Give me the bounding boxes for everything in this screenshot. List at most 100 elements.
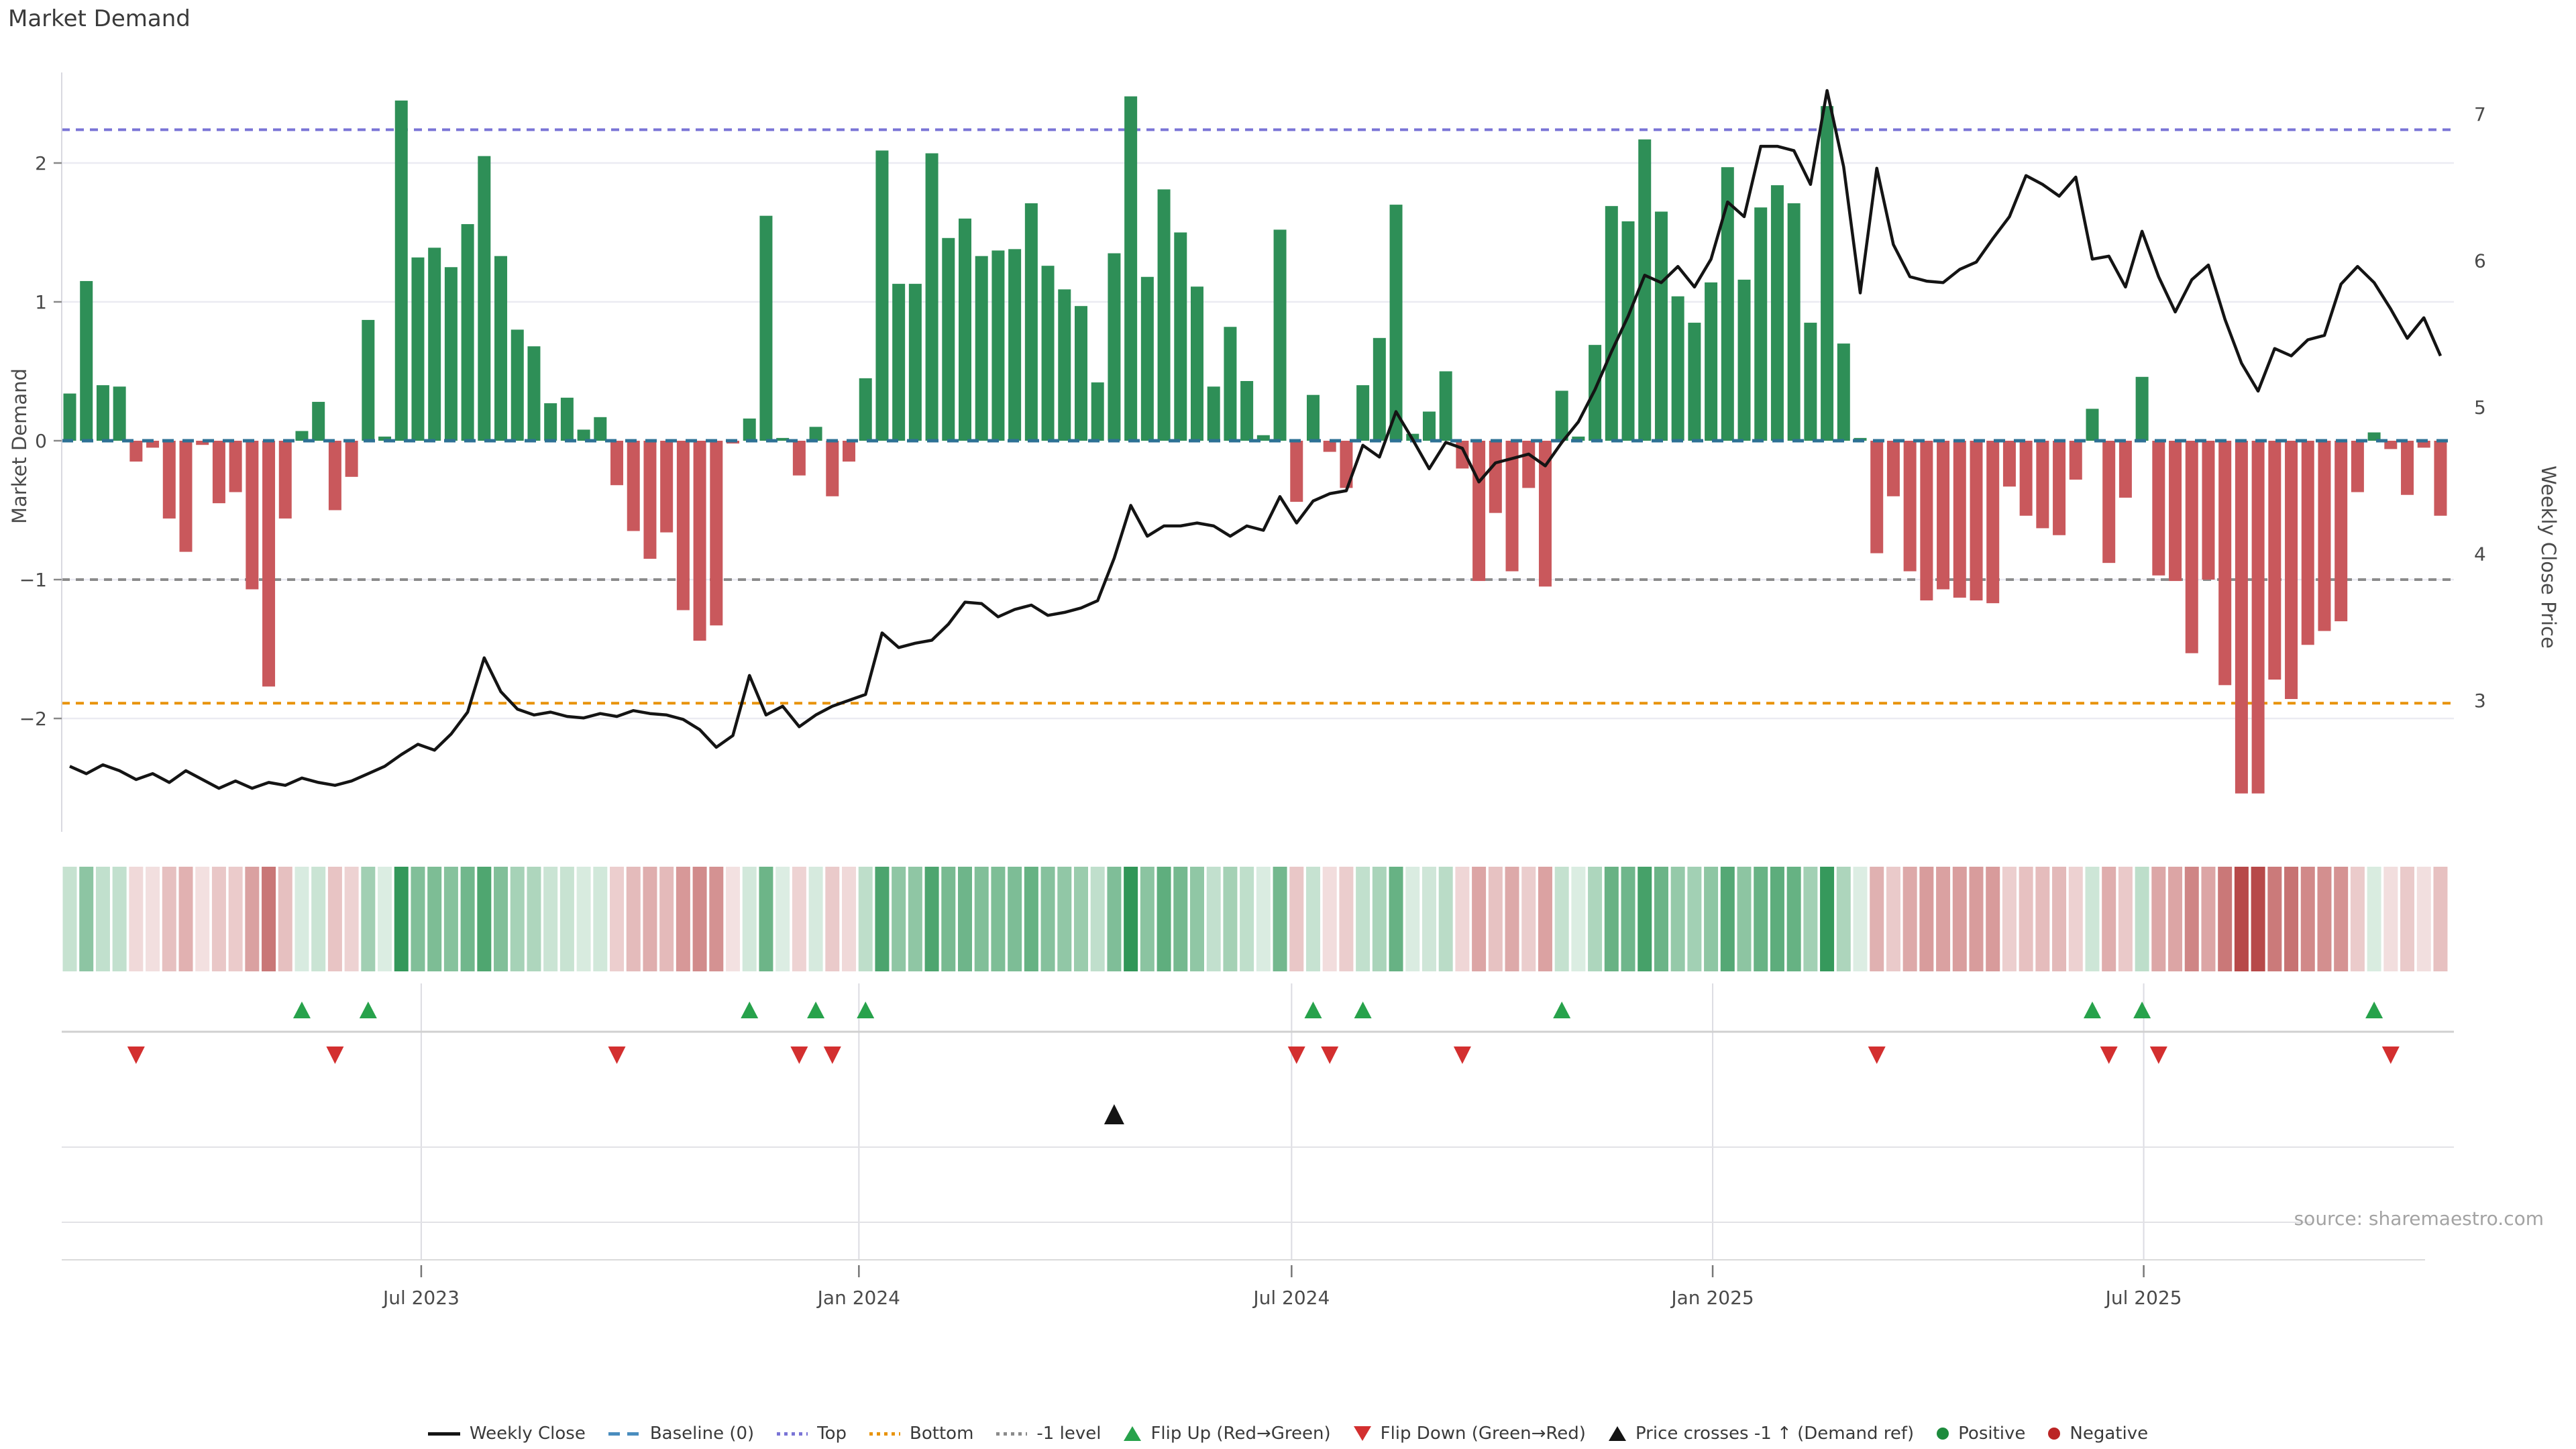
demand-bar [1008, 249, 1022, 441]
flip-up-marker [292, 1002, 311, 1018]
legend-label: -1 level [1036, 1424, 1102, 1444]
heatmap-cell [294, 867, 309, 971]
right-tick-label: 6 [2474, 250, 2486, 272]
demand-bar [544, 403, 557, 441]
flip-down-marker [1453, 1046, 1471, 1064]
heatmap-cell [2151, 867, 2166, 971]
demand-bar [146, 441, 160, 448]
demand-bar [328, 441, 341, 511]
heatmap-cell [2267, 867, 2282, 971]
heatmap-cell [2251, 867, 2265, 971]
demand-bar [411, 257, 425, 441]
legend-label: Price crosses -1 ↑ (Demand ref) [1635, 1424, 1915, 1444]
heatmap-cell [2019, 867, 2033, 971]
flip-up-marker [2365, 1002, 2383, 1018]
demand-bar [1821, 106, 1834, 441]
heatmap-cell [1919, 867, 1934, 971]
legend-item: Flip Up (Red→Green) [1124, 1424, 1331, 1444]
legend-circle-icon [2048, 1428, 2061, 1440]
heatmap-cell [361, 867, 376, 971]
heatmap-cell [742, 867, 757, 971]
demand-bar [2118, 441, 2132, 498]
heatmap-cell [1986, 867, 2000, 971]
demand-bar [875, 150, 889, 441]
demand-bar [892, 284, 906, 441]
demand-bar [693, 441, 706, 641]
x-tick-label: Jul 2025 [2104, 1287, 2182, 1309]
legend-item: Negative [2048, 1424, 2148, 1444]
heatmap-cell [709, 867, 724, 971]
legend-item: Baseline (0) [608, 1424, 754, 1444]
flip-down-marker [326, 1046, 344, 1064]
demand-bar [1489, 441, 1502, 513]
demand-bar [1157, 189, 1171, 441]
legend-label: Flip Up (Red→Green) [1150, 1424, 1331, 1444]
demand-bar [1837, 343, 1850, 441]
demand-bar [1323, 441, 1336, 452]
right-tick-label: 5 [2474, 396, 2486, 419]
heatmap-cell [195, 867, 210, 971]
demand-bar [1224, 327, 1237, 441]
demand-bar [2301, 441, 2314, 645]
heatmap-cell [62, 867, 77, 971]
demand-bar [1920, 441, 1933, 601]
demand-bar [1886, 441, 1900, 496]
heatmap-cell [659, 867, 674, 971]
demand-bar [2135, 376, 2149, 441]
demand-bar [1505, 441, 1519, 572]
demand-bar [113, 386, 126, 441]
demand-bar [776, 437, 790, 441]
demand-bar [2069, 441, 2082, 480]
heatmap-cell [460, 867, 475, 971]
heatmap-cell [1223, 867, 1238, 971]
heatmap-cell [1455, 867, 1470, 971]
heatmap-cell [1256, 867, 1271, 971]
demand-bar [2102, 441, 2116, 564]
heatmap-cell [2085, 867, 2100, 971]
heatmap-cell [2416, 867, 2431, 971]
demand-bar [1174, 232, 1187, 441]
heatmap-cell [443, 867, 458, 971]
demand-bar [2235, 441, 2248, 794]
demand-bar [1207, 386, 1220, 441]
heatmap-cell [1305, 867, 1320, 971]
heatmap-cell [726, 867, 741, 971]
heatmap-cell [1273, 867, 1287, 971]
demand-bar [246, 441, 259, 590]
heatmap-cell [1754, 867, 1768, 971]
demand-bar [1472, 441, 1486, 582]
demand-bar [527, 346, 541, 441]
demand-bar [461, 224, 474, 441]
heatmap-cell [643, 867, 657, 971]
heatmap-cell [2383, 867, 2398, 971]
demand-bar [278, 441, 292, 519]
heatmap-cell [1438, 867, 1453, 971]
heatmap-cell [1124, 867, 1138, 971]
demand-bar [2086, 409, 2099, 441]
heatmap-cell [1057, 867, 1072, 971]
heatmap-cell [146, 867, 160, 971]
flip-up-marker [807, 1002, 825, 1018]
demand-bar [2002, 441, 2016, 487]
heatmap-cell [1488, 867, 1503, 971]
demand-bar [991, 250, 1005, 441]
heatmap-cell [958, 867, 973, 971]
heatmap-cell [1737, 867, 1752, 971]
legend-line-icon [427, 1432, 460, 1436]
demand-bar [2169, 441, 2182, 582]
heatmap-cell [1786, 867, 1801, 971]
demand-bar [1058, 289, 1071, 441]
demand-bar [1340, 441, 1353, 488]
legend-label: Weekly Close [469, 1424, 586, 1444]
heatmap-cell [676, 867, 690, 971]
flip-up-marker [857, 1002, 875, 1018]
heatmap-cell [1670, 867, 1685, 971]
heatmap-cell [1870, 867, 1884, 971]
heatmap-cell [2002, 867, 2017, 971]
flip-up-marker [1553, 1002, 1571, 1018]
heatmap-cell [2400, 867, 2415, 971]
heatmap-cell [1836, 867, 1851, 971]
demand-bar [1787, 203, 1801, 441]
demand-bar [196, 441, 209, 445]
